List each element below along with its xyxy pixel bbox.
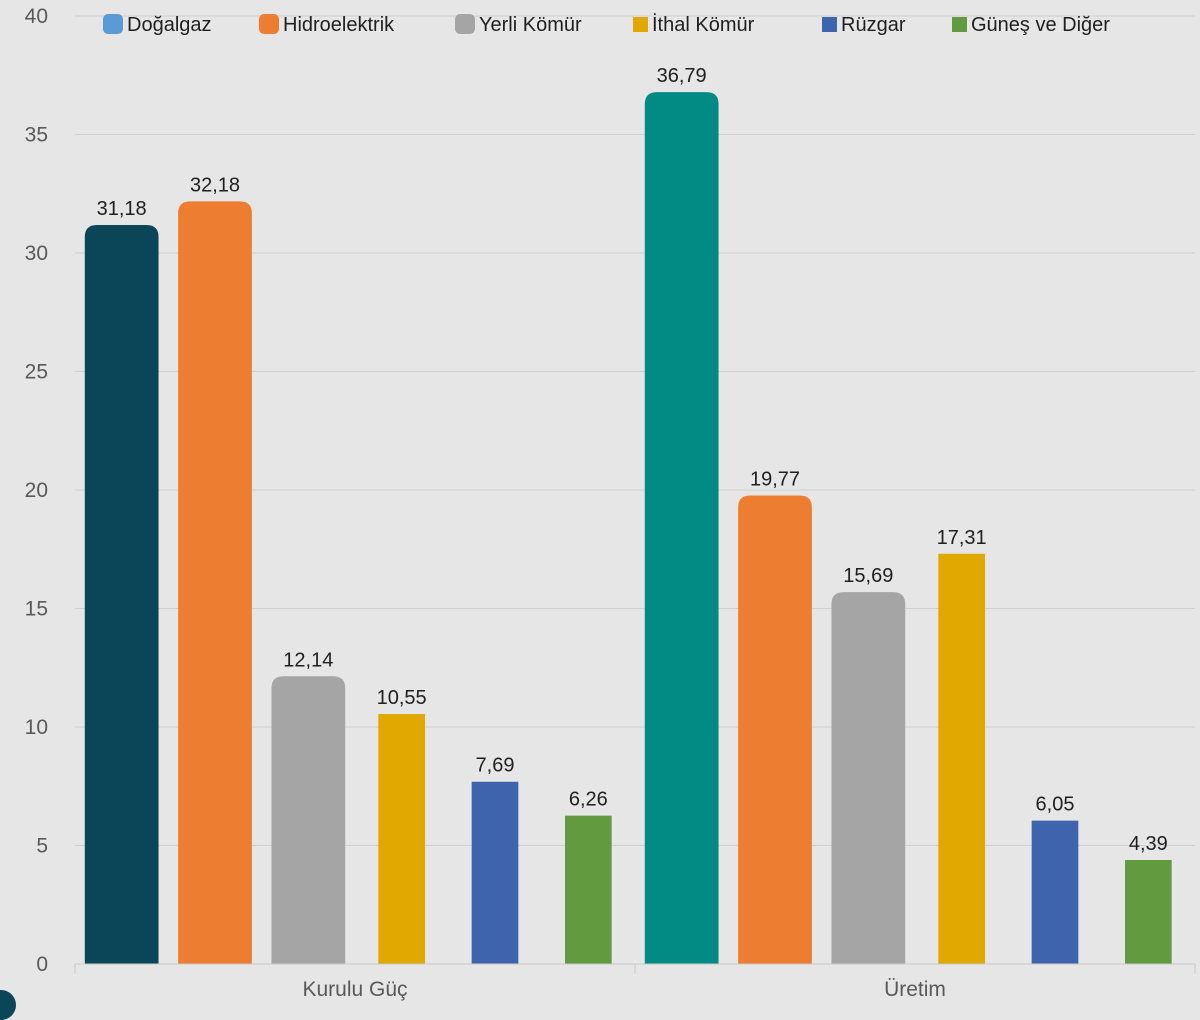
bar [471, 781, 519, 964]
bar [1031, 820, 1079, 964]
data-label: 6,05 [1036, 794, 1075, 816]
y-tick-label: 25 [25, 361, 48, 384]
data-label: 12,14 [283, 649, 333, 671]
data-label: 10,55 [377, 687, 427, 709]
legend-swatch [633, 17, 648, 32]
legend-swatch [259, 14, 279, 34]
data-label: 32,18 [190, 174, 240, 196]
data-label: 4,39 [1129, 833, 1168, 855]
legend-swatch [103, 14, 123, 34]
data-label: 7,69 [476, 755, 515, 777]
legend-label: Hidroelektrik [283, 14, 395, 36]
data-label: 36,79 [657, 65, 707, 87]
bar [831, 592, 906, 964]
y-tick-label: 40 [25, 5, 48, 28]
data-label: 31,18 [97, 198, 147, 220]
y-tick-label: 30 [25, 242, 48, 265]
gridlines [75, 15, 1195, 846]
y-tick-label: 15 [25, 598, 48, 621]
x-category-label: Üretim [884, 978, 946, 1001]
legend-swatch [952, 17, 967, 32]
y-tick-label: 10 [25, 716, 48, 739]
legend-swatch [455, 14, 475, 34]
x-axis: Kurulu Güç Üretim [74, 963, 1196, 1001]
legend-label: İthal Kömür [652, 13, 755, 36]
y-tick-label: 35 [25, 124, 48, 147]
y-tick-label: 5 [36, 835, 48, 858]
bar [644, 92, 719, 964]
bar [178, 201, 252, 965]
legend-label: Yerli Kömür [479, 14, 582, 36]
data-labels: 31,18 32,18 12,14 10,55 7,69 6,26 36,79 19,77 15… [97, 65, 1168, 855]
data-label: 15,69 [843, 565, 893, 587]
data-label: 17,31 [937, 527, 987, 549]
data-label: 6,26 [569, 789, 608, 811]
y-axis-ticks: 0 5 10 15 20 25 30 35 40 [25, 5, 48, 976]
x-category-label: Kurulu Güç [302, 978, 407, 1001]
y-tick-label: 0 [36, 953, 48, 976]
legend-label: Rüzgar [841, 14, 906, 36]
legend-label: Güneş ve Diğer [971, 14, 1110, 36]
bar [1125, 859, 1172, 964]
bars [84, 92, 1172, 965]
bar [378, 713, 425, 964]
y-tick-label: 20 [25, 479, 48, 502]
bar [271, 676, 346, 964]
bar [738, 495, 812, 964]
data-label: 19,77 [750, 468, 800, 490]
bar [938, 553, 985, 964]
legend-label: Doğalgaz [127, 14, 212, 36]
bar [565, 815, 612, 964]
legend-swatch [822, 17, 837, 32]
legend: Doğalgaz Hidroelektrik Yerli Kömür İthal Kö… [103, 13, 1110, 36]
bar [84, 225, 159, 964]
